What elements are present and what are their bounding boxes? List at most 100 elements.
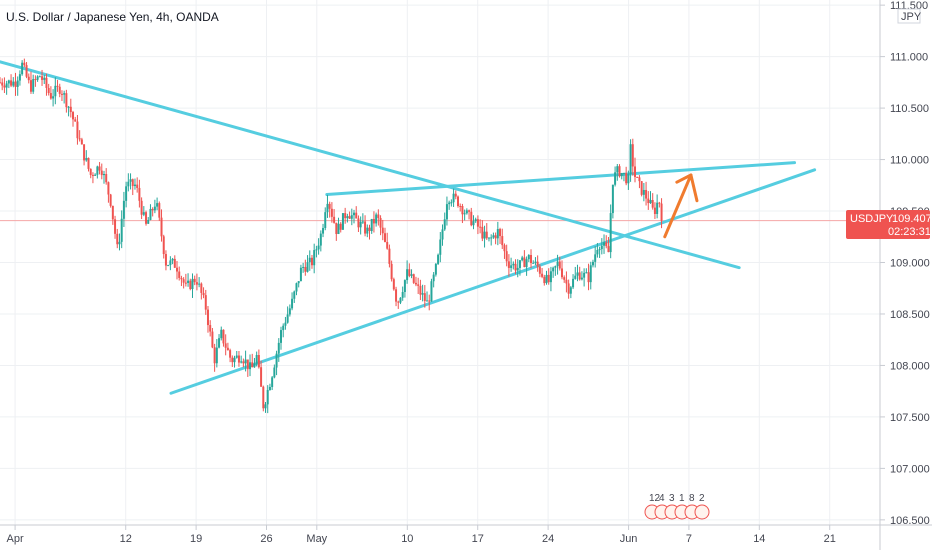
candle-body: [288, 308, 291, 315]
candle-body: [23, 62, 26, 66]
candle-body: [3, 85, 6, 88]
candle-body: [171, 258, 174, 261]
candle-body: [317, 245, 320, 250]
candle-body: [310, 257, 313, 266]
candle-body: [419, 285, 422, 295]
candle-body: [206, 309, 209, 326]
candle-body: [629, 144, 632, 175]
trendline[interactable]: [0, 60, 741, 270]
candle-body: [264, 404, 267, 409]
candle-body: [359, 221, 362, 228]
price-tick-label: 108.500: [890, 309, 930, 321]
candle-body: [195, 282, 198, 285]
candle-body: [381, 227, 384, 234]
candle-body: [530, 255, 533, 264]
candle-body: [383, 233, 386, 242]
candle-body: [335, 222, 338, 234]
event-count: 8: [689, 493, 695, 504]
candle-body: [618, 166, 621, 177]
candle-body: [591, 261, 594, 266]
candle-body: [348, 216, 351, 219]
candle-body: [589, 265, 592, 283]
candle-body: [339, 223, 342, 230]
candle-body: [361, 221, 364, 223]
event-marker[interactable]: [694, 504, 710, 520]
candle-body: [390, 263, 393, 280]
candle-body: [295, 283, 298, 292]
candle-body: [191, 278, 194, 290]
candle-body: [357, 218, 360, 228]
candle-body: [308, 257, 311, 263]
candle-body: [364, 221, 367, 234]
candle-body: [472, 221, 475, 226]
price-tick-label: 107.500: [890, 412, 930, 424]
candle-body: [465, 210, 468, 214]
candle-body: [574, 275, 577, 279]
event-count: 2: [699, 493, 705, 504]
candle-body: [98, 166, 101, 171]
candle-body: [554, 266, 557, 268]
candle-body: [653, 207, 656, 214]
candle-body: [660, 203, 663, 221]
candle-body: [87, 157, 90, 169]
candle-body: [18, 74, 21, 81]
candle-body: [521, 257, 524, 261]
trendline[interactable]: [169, 168, 817, 395]
candle-body: [5, 83, 8, 88]
time-tick-label: 26: [260, 533, 272, 545]
event-count: 1: [679, 493, 685, 504]
candle-body: [21, 62, 24, 75]
candle-body: [330, 208, 333, 217]
currency-label: JPY: [901, 11, 922, 23]
candle-body: [319, 233, 322, 246]
candle-body: [0, 82, 1, 84]
candle-body: [569, 287, 572, 294]
candle-body: [211, 331, 214, 348]
candle-body: [94, 174, 97, 176]
candle-body: [377, 214, 380, 218]
candle-body: [324, 212, 327, 229]
candle-body: [499, 229, 502, 237]
candle-body: [153, 206, 156, 211]
candle-body: [512, 263, 515, 266]
candle-body: [580, 277, 583, 280]
candle-body: [631, 144, 634, 167]
candle-body: [173, 258, 176, 268]
candle-body: [490, 237, 493, 239]
candle-body: [598, 249, 601, 251]
candle-body: [193, 278, 196, 283]
candle-body: [63, 93, 66, 95]
trendline[interactable]: [325, 161, 797, 197]
price-badge[interactable]: USDJPY 109.407 02:23:31: [846, 210, 932, 239]
price-axis[interactable]: 111.500111.000110.500110.000109.500109.0…: [880, 0, 930, 527]
candle-body: [638, 177, 641, 182]
candle-body: [457, 196, 460, 207]
candle-body: [120, 218, 123, 242]
candle-body: [286, 314, 289, 323]
candle-body: [226, 347, 229, 351]
candle-body: [481, 226, 484, 239]
candle-body: [541, 273, 544, 277]
event-count: 12: [649, 493, 661, 504]
candle-body: [202, 292, 205, 296]
candle-body: [178, 271, 181, 278]
candle-body: [647, 198, 650, 204]
candle-body: [133, 184, 136, 187]
candle-body: [432, 274, 435, 282]
time-axis[interactable]: Apr 12 19 26 May 10 17 24 Jun 7 14 21: [7, 525, 836, 545]
candle-body: [485, 231, 488, 239]
candle-body: [636, 176, 639, 178]
candle-body: [656, 202, 659, 214]
candle-body: [233, 357, 236, 363]
candle-body: [56, 85, 59, 87]
candle-body: [328, 203, 331, 209]
event-markers[interactable]: 124 3 1 8 2: [644, 493, 710, 520]
candle-body: [220, 329, 223, 339]
candle-body: [45, 77, 48, 88]
candle-body: [189, 280, 192, 290]
price-tick-label: 109.000: [890, 258, 930, 270]
candle-body: [297, 281, 300, 284]
candle-body: [627, 174, 630, 184]
time-tick-label: 12: [120, 533, 132, 545]
